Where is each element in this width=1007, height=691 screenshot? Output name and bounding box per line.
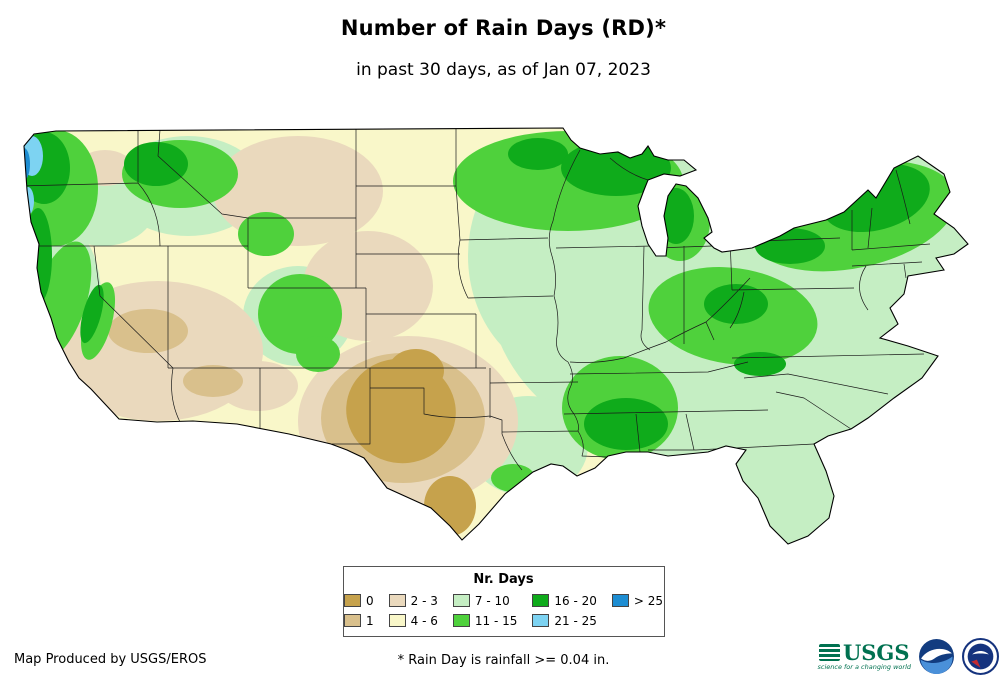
us-rain-days-map <box>8 126 990 556</box>
legend-swatch <box>532 594 550 607</box>
legend-item-5: 11 - 15 <box>452 612 518 629</box>
legend-item-1: 1 <box>344 612 374 629</box>
legend-title: Nr. Days <box>473 572 534 587</box>
legend-label: 16 - 20 <box>554 593 597 608</box>
legend-label: 0 <box>366 593 374 608</box>
map-credit: Map Produced by USGS/EROS <box>14 652 207 667</box>
legend-swatch <box>452 614 470 627</box>
usgs-logo-text: USGS <box>842 640 910 666</box>
legend-item-2: 2 - 3 <box>388 592 438 609</box>
legend-item-8: > 25 <box>611 592 664 609</box>
page-subtitle: in past 30 days, as of Jan 07, 2023 <box>356 60 651 80</box>
usgs-tagline: science for a changing world <box>817 663 911 672</box>
noaa-logo <box>919 639 954 675</box>
legend-swatch <box>344 594 361 607</box>
map-legend: Nr. Days 0 1 2 - 3 4 - 6 7 - 10 11 - 15 16 - 2… <box>342 566 665 637</box>
legend-swatch <box>532 614 550 627</box>
legend-label: 7 - 10 <box>474 593 510 608</box>
legend-label: 4 - 6 <box>410 613 438 628</box>
region-0-days <box>346 349 476 536</box>
legend-label: 2 - 3 <box>410 593 438 608</box>
usgs-wave-mark-icon <box>818 644 840 662</box>
legend-swatch <box>344 614 361 627</box>
rain-day-footnote: * Rain Day is rainfall >= 0.04 in. <box>397 653 610 668</box>
conus-map-svg <box>23 127 969 545</box>
legend-swatch <box>452 594 470 607</box>
legend-label: 1 <box>366 613 374 628</box>
legend-label: 11 - 15 <box>474 613 518 628</box>
nws-logo <box>962 638 999 675</box>
agency-logos: USGS science for a changing world <box>817 638 999 675</box>
legend-item-4: 7 - 10 <box>452 592 518 609</box>
legend-label: 21 - 25 <box>554 613 597 628</box>
legend-item-7: 21 - 25 <box>532 612 597 629</box>
legend-item-3: 4 - 6 <box>388 612 438 629</box>
legend-swatch <box>388 594 406 607</box>
usgs-logo: USGS science for a changing world <box>817 642 911 671</box>
region-over-25-days <box>24 148 30 180</box>
state-borders <box>24 129 931 471</box>
legend-label: > 25 <box>633 593 664 608</box>
legend-grid: 0 1 2 - 3 4 - 6 7 - 10 11 - 15 16 - 20 21 - 25 >… <box>344 592 663 629</box>
legend-swatch <box>611 594 629 607</box>
page-title: Number of Rain Days (RD)* <box>340 16 667 40</box>
legend-item-6: 16 - 20 <box>532 592 597 609</box>
legend-item-0: 0 <box>344 592 374 609</box>
legend-swatch <box>388 614 406 627</box>
